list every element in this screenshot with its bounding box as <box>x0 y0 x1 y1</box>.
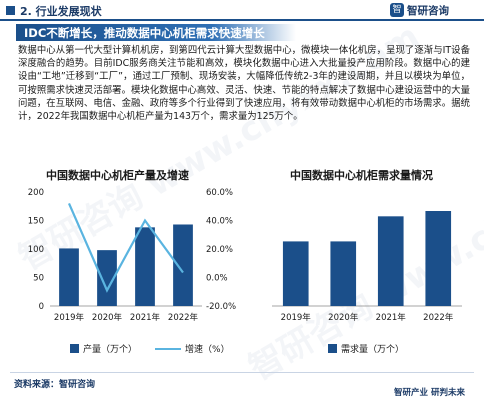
headline-text: IDC不断增长，推动数据中心机柜需求快速增长 <box>24 26 265 40</box>
legend-label-growth: 增速（%） <box>185 345 230 355</box>
x-tick-label: 2019年 <box>281 312 312 323</box>
legend-swatch-line <box>155 347 182 350</box>
divider <box>0 19 484 21</box>
x-tick-label: 2021年 <box>376 312 407 323</box>
x-tick-label: 2019年 <box>54 312 85 323</box>
bar <box>330 241 357 306</box>
section-marker-icon <box>6 6 15 15</box>
body-paragraph: 数据中心从第一代大型计算机机房，到第四代云计算大型数据中心，微模块一体化机房，呈… <box>18 45 470 123</box>
x-tick-label: 2020年 <box>92 312 123 323</box>
brand-name: 智研咨询 <box>407 4 449 17</box>
x-tick-label: 2022年 <box>168 312 199 323</box>
brand-logo: 智 智研咨询 <box>390 2 449 18</box>
legend-production: 产量（万个） 增速（%） <box>70 342 230 355</box>
x-tick-label: 2020年 <box>328 312 359 323</box>
legend-swatch-bar <box>70 344 79 353</box>
bar <box>425 211 452 306</box>
y2-tick-label: 40.0% <box>206 217 233 227</box>
y2-tick-label: 0.0% <box>206 274 228 284</box>
y-tick-label: 100 <box>28 245 44 255</box>
y-tick-label: 150 <box>28 217 44 227</box>
y2-tick-label: 60.0% <box>206 188 233 198</box>
legend-swatch-bar <box>328 344 337 353</box>
y-tick-label: 200 <box>28 188 44 198</box>
bar <box>97 250 117 306</box>
bar <box>173 224 193 306</box>
top-bar: 2. 行业发展现状 <box>0 0 484 22</box>
chart-title-production: 中国数据中心机柜产量及增速 <box>46 169 189 182</box>
legend-label-demand: 需求量（万个） <box>341 345 405 355</box>
x-tick-label: 2021年 <box>130 312 161 323</box>
brand-logo-icon: 智 <box>390 3 404 17</box>
demand-chart: 2019年 2020年 2021年 2022年 <box>272 211 462 323</box>
footer-divider <box>10 372 474 373</box>
footer-slogan: 智研产业 研判未来 <box>394 388 465 398</box>
source-note: 资料来源：智研咨询 <box>14 380 96 390</box>
growth-line <box>67 202 184 293</box>
y2-tick-label: 20.0% <box>206 245 233 255</box>
y-tick-label: 0 <box>39 302 44 312</box>
headline-banner: IDC不断增长，推动数据中心机柜需求快速增长 <box>16 24 296 41</box>
bar <box>282 241 309 306</box>
legend-demand: 需求量（万个） <box>328 342 404 355</box>
chart-title-demand: 中国数据中心机柜需求量情况 <box>290 169 433 182</box>
y-tick-label: 50 <box>33 274 44 284</box>
bar <box>377 216 404 306</box>
legend-label-production: 产量（万个） <box>83 345 138 355</box>
bar <box>59 248 79 306</box>
production-chart: 0 50 100 150 200 -20.0% 0.0% 20.0% 40.0% 60.0% 201… <box>28 188 236 323</box>
y2-tick-label: -20.0% <box>206 302 236 312</box>
x-tick-label: 2022年 <box>423 312 454 323</box>
section-title: 2. 行业发展现状 <box>20 5 102 18</box>
bar <box>135 227 155 306</box>
